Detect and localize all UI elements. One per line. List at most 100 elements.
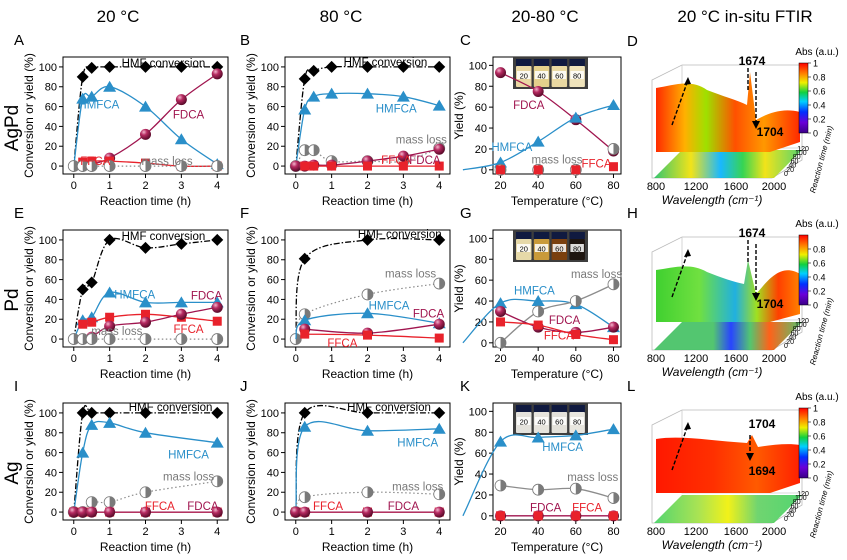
ftir-x-tick-label: 1200 (684, 181, 708, 193)
panel-letter: D (627, 33, 638, 50)
x-tick-label: 1 (329, 526, 335, 538)
colorbar-tick-label: 0.6 (813, 87, 826, 97)
mass-loss-marker-half (145, 486, 151, 498)
ftir-time-tick-label: 120 (797, 318, 809, 325)
colorbar-title: Abs (a.u.) (795, 392, 838, 403)
mass-loss-marker-half (613, 278, 619, 290)
vial-cap (516, 232, 532, 239)
y-axis-label: Conversion or yield (%) (244, 226, 258, 351)
ftir-peak-label: 1694 (749, 464, 776, 478)
fdca-marker (607, 321, 619, 333)
mass-loss-marker-half (500, 480, 507, 492)
panel-k: K 20 40 60 80 0 20 40 60 80 100 Temperature (°C) Yie… (452, 378, 622, 554)
hmf-marker (103, 60, 116, 73)
hmfca-marker (531, 295, 545, 307)
ftir-dashed-arrow (671, 424, 689, 471)
colorbar-tick-label: 0 (813, 474, 818, 484)
colorbar-tick-label: 0.6 (813, 432, 826, 442)
vial-label: 40 (537, 72, 545, 81)
y-tick-label: 100 (261, 235, 279, 247)
x-axis-label: Reaction time (h) (322, 367, 413, 381)
vial-label-bg (517, 71, 531, 79)
y-tick-label: 0 (273, 507, 279, 519)
x-tick-label: 4 (436, 353, 442, 365)
ftir-peak-label: 1674 (739, 226, 766, 240)
hmfca-marker (139, 100, 152, 112)
ffca-marker (309, 161, 319, 171)
ftir-time-tick-label: 20 (786, 167, 794, 174)
vial-label-bg (534, 417, 549, 425)
ftir-peak-label: 1704 (749, 417, 776, 431)
x-tick-label: 80 (607, 526, 619, 538)
ffca-marker (533, 320, 543, 330)
ftir-x-tick-label: 2000 (762, 353, 786, 365)
fdca-marker (86, 506, 98, 518)
ffca-marker (363, 161, 372, 171)
series-label-hmfca: HMFCA (369, 300, 410, 312)
hmf-marker (211, 233, 224, 246)
y-axis-label: Conversion or yield (%) (22, 226, 36, 351)
y-tick-label: 60 (475, 102, 487, 114)
x-tick-label: 3 (400, 180, 406, 192)
hmf-marker (433, 233, 446, 246)
x-tick-label: 80 (607, 353, 619, 365)
hmfca-marker (569, 429, 583, 441)
y-tick-label: 80 (475, 427, 487, 439)
vial-label: 20 (520, 418, 528, 427)
series-label-fdca: FDCA (549, 315, 581, 327)
y-tick-label: 60 (267, 102, 279, 114)
row-label-pd: Pd (2, 288, 23, 311)
mass-loss-marker-half (91, 160, 98, 172)
hmf-marker (139, 406, 152, 419)
vial-cap (533, 59, 550, 66)
colorbar-tick-label: 0.6 (813, 259, 826, 269)
hmf-marker (76, 406, 89, 419)
fdca-marker (290, 506, 302, 518)
mass-loss-marker-half (145, 160, 151, 172)
hmfca-marker (494, 297, 508, 309)
fdca-marker (495, 67, 507, 79)
mass-marker (532, 305, 545, 318)
series-label-hmf: HMF conversion (129, 402, 213, 414)
series-label-mass: mass loss (571, 269, 622, 281)
hmf-marker (298, 72, 311, 85)
mass-loss-marker-half (145, 333, 151, 345)
fdca-marker (433, 143, 445, 155)
hmfca-marker (606, 423, 620, 435)
row-label-agpd: AgPd (2, 105, 23, 151)
x-tick-label: 2 (142, 180, 148, 192)
series-label-ffca: FFCA (381, 155, 411, 167)
ffca-marker (496, 511, 506, 521)
ftir-x-axis-label: Wavelength (cm⁻¹) (662, 193, 763, 207)
mass-loss-marker-half (613, 143, 619, 155)
y-tick-label: 0 (51, 334, 57, 346)
hmfca-marker (174, 133, 188, 145)
y-axis-label: Yield (%) (452, 437, 466, 485)
y-tick-label: 20 (475, 144, 487, 156)
ftir-x-tick-label: 800 (647, 353, 665, 365)
ftir-time-tick-label: 100 (795, 495, 807, 502)
hmfca-marker (103, 80, 117, 92)
ftir-dashed-arrow (671, 251, 689, 298)
x-tick-label: 4 (436, 180, 442, 192)
series-label-ffca: FFCA (145, 501, 175, 513)
series-label-mass: mass loss (385, 269, 436, 281)
y-axis-label: Yield (%) (452, 91, 466, 139)
hmf-marker (175, 60, 188, 73)
hmf-marker (76, 70, 89, 83)
series-label-hmfca: HMFCA (491, 142, 532, 154)
fdca-marker (104, 320, 116, 332)
x-axis-label: Reaction time (h) (100, 367, 191, 381)
x-tick-label: 3 (400, 353, 406, 365)
series-label-hmfca: HMFCA (514, 286, 555, 298)
vial-label: 60 (555, 72, 563, 81)
ftir-x-tick-label: 1200 (684, 353, 708, 365)
ftir-time-tick-label: 0 (784, 516, 788, 523)
vial-label-bg (534, 244, 549, 252)
fdca-fit-line (500, 310, 614, 334)
y-tick-label: 20 (267, 314, 279, 326)
y-tick-label: 100 (261, 62, 279, 74)
